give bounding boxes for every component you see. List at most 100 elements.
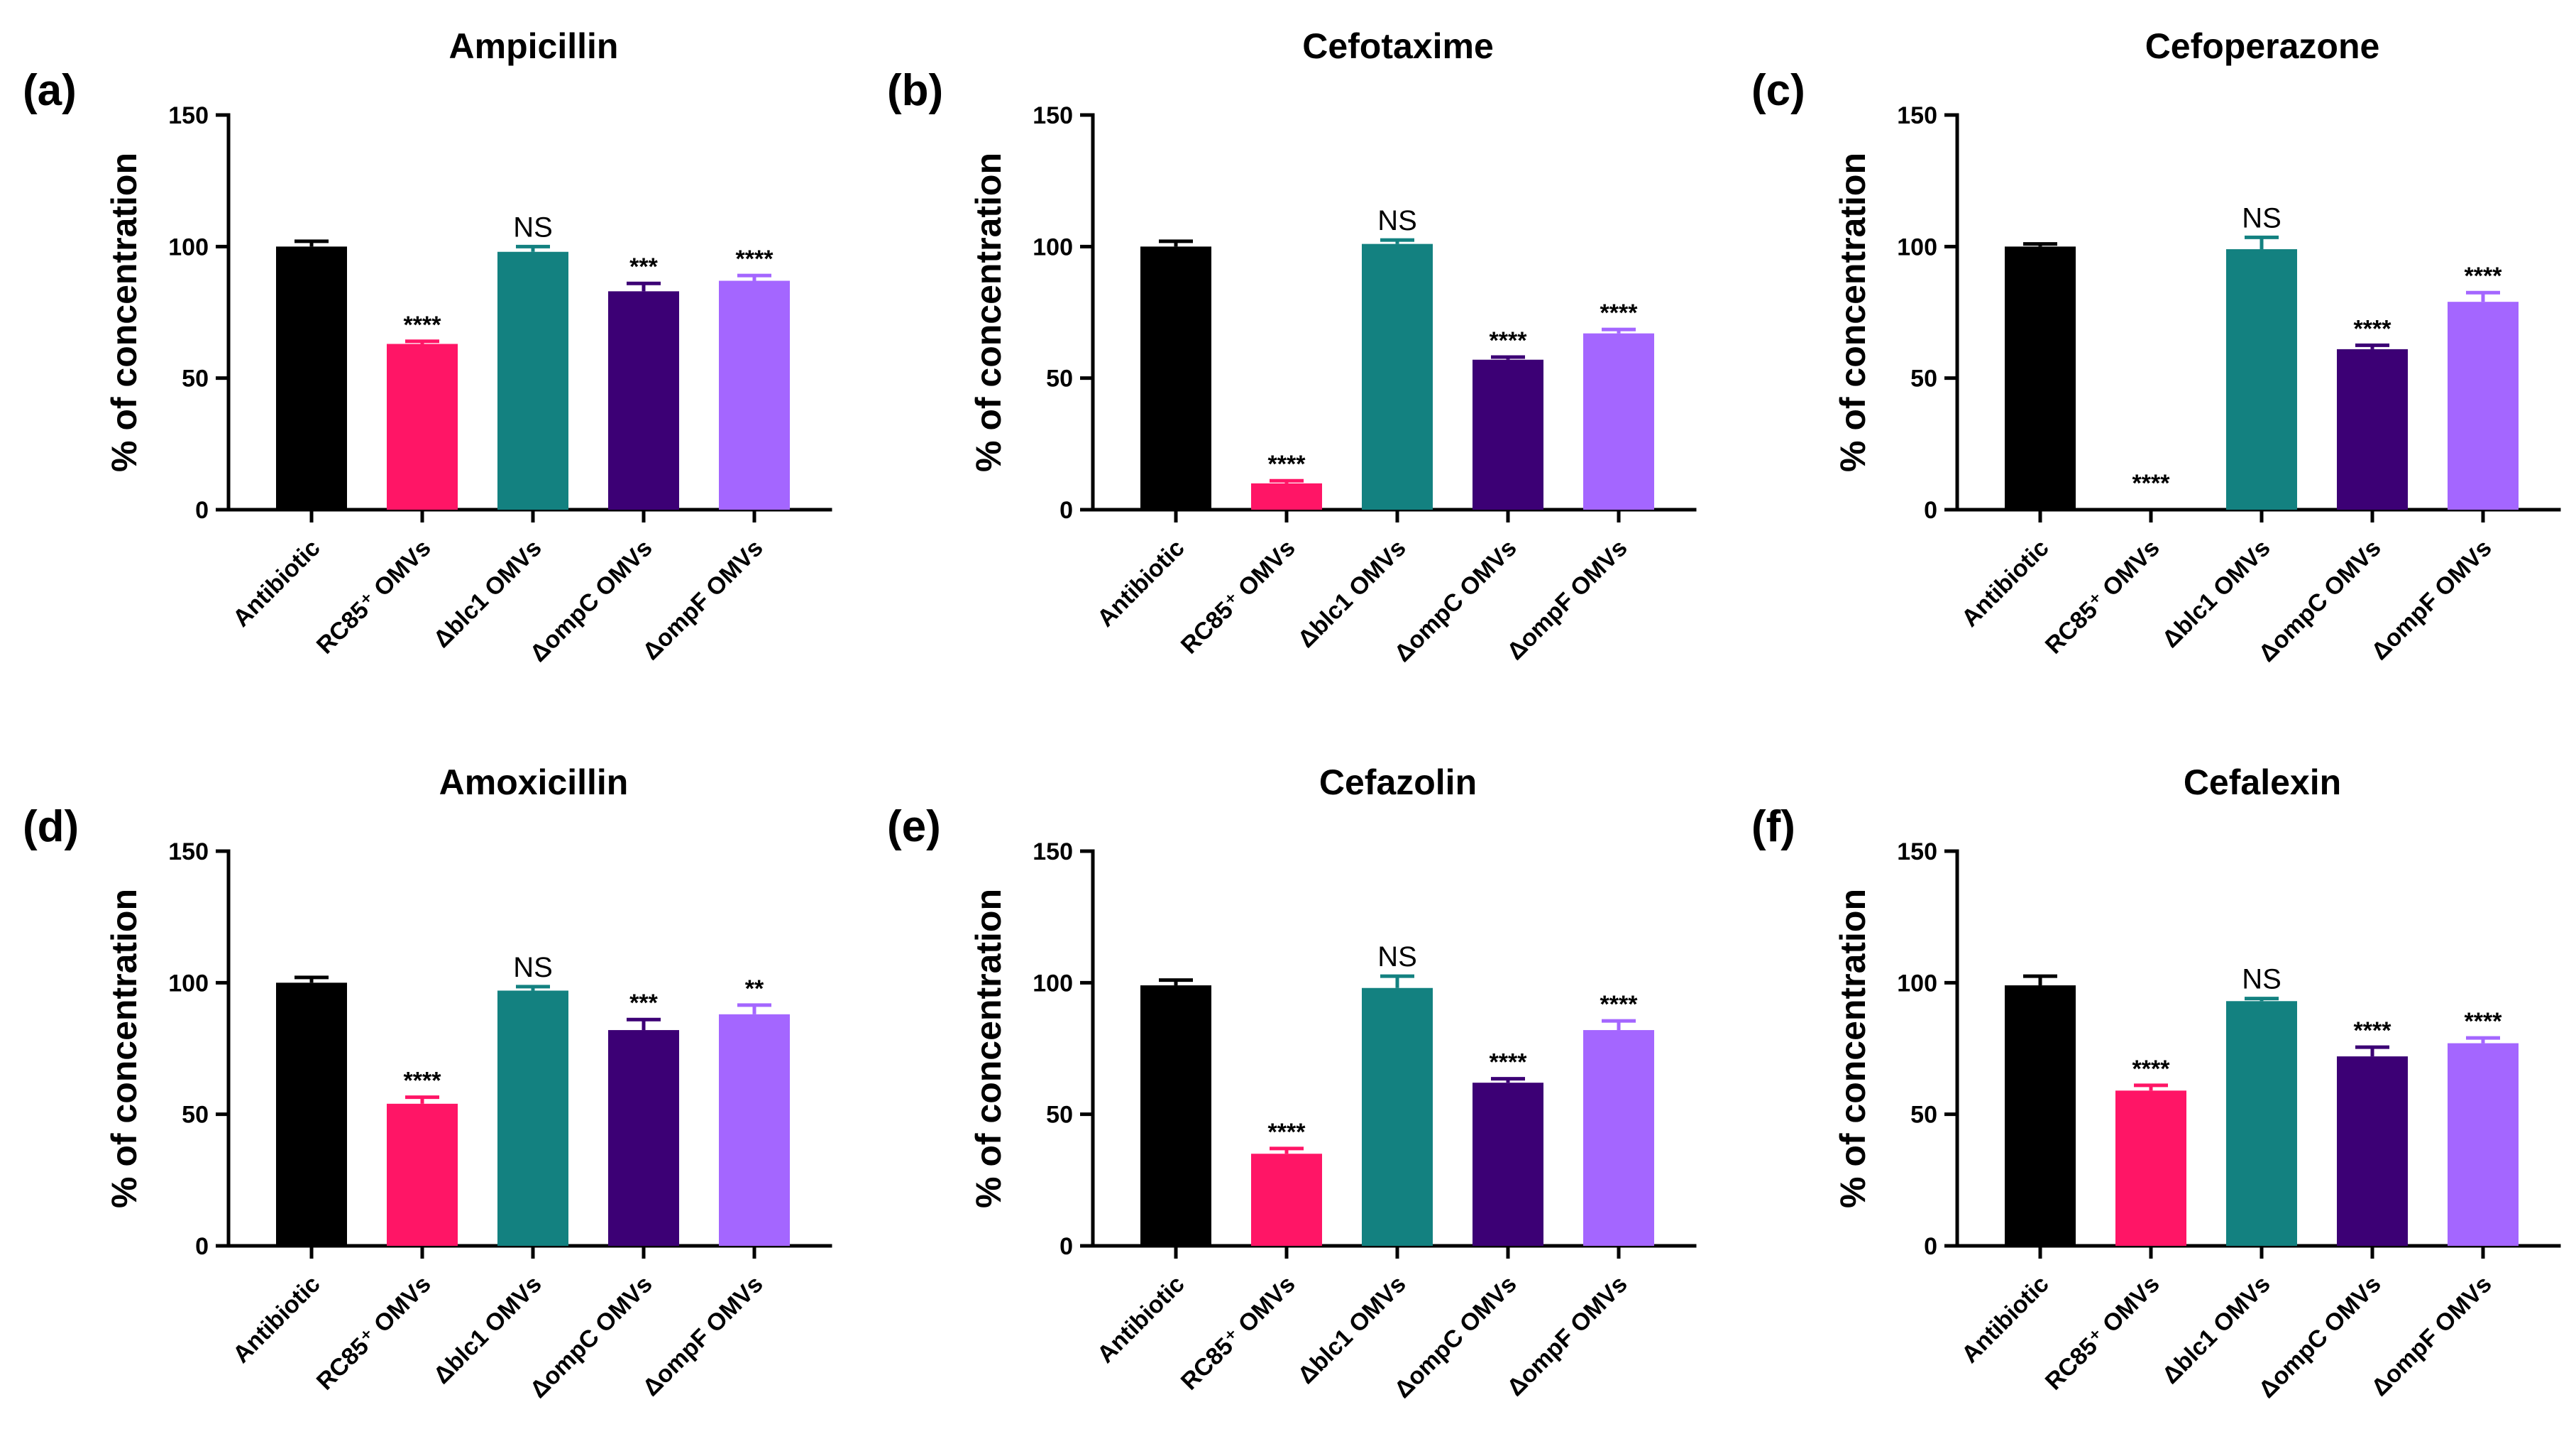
y-tick-label: 50 (1046, 366, 1073, 393)
x-tick-label: Antibiotic (228, 535, 326, 633)
bar (1473, 359, 1543, 510)
y-tick-label: 150 (168, 838, 209, 865)
x-tick-label: Δblc1 OMVs (429, 535, 547, 653)
significance-label: **** (2132, 1056, 2171, 1083)
bar (608, 291, 679, 510)
y-tick-label: 100 (1897, 234, 1937, 261)
bar (1251, 1154, 1322, 1246)
significance-label: NS (1377, 941, 1417, 973)
y-axis-label: % of concentration (1833, 889, 1873, 1208)
significance-label: **** (1490, 327, 1528, 354)
bar (1362, 243, 1433, 510)
panel-label: (e) (887, 802, 941, 851)
bar (1251, 483, 1322, 510)
bar (497, 990, 568, 1246)
chart-title: Amoxicillin (439, 762, 629, 802)
x-tick-label: RC85⁺ OMVs (312, 535, 436, 659)
chart-panel: (c) Cefoperazone % of concentration 0 50 100 1… (1751, 26, 2561, 667)
y-axis-label: % of concentration (969, 889, 1008, 1208)
panel-label: (c) (1751, 66, 1805, 115)
significance-label: NS (513, 212, 553, 243)
x-tick-label: RC85⁺ OMVs (1176, 535, 1301, 659)
chart-title: Cefoperazone (2145, 26, 2380, 66)
y-tick-label: 100 (1897, 970, 1937, 997)
significance-label: **** (2354, 1017, 2392, 1044)
significance-label: **** (1600, 300, 1639, 327)
x-tick-label: Δblc1 OMVs (2157, 535, 2276, 653)
bar (1583, 1030, 1654, 1246)
y-tick-label: 100 (168, 234, 209, 261)
x-tick-label: RC85⁺ OMVs (312, 1271, 436, 1396)
y-tick-label: 100 (1033, 970, 1073, 997)
x-tick-label: RC85⁺ OMVs (2040, 535, 2165, 659)
y-tick-label: 0 (195, 497, 209, 524)
x-tick-label: Δblc1 OMVs (1293, 535, 1411, 653)
bar (719, 280, 790, 510)
bar (2337, 1056, 2408, 1246)
significance-label: NS (2242, 202, 2281, 234)
bar (276, 982, 347, 1246)
bar (2005, 246, 2076, 510)
significance-label: **** (2465, 1008, 2503, 1035)
significance-label: NS (2242, 964, 2281, 995)
bar (1583, 333, 1654, 510)
y-tick-label: 0 (1059, 497, 1073, 524)
y-tick-label: 0 (1924, 1233, 1937, 1260)
bar (387, 344, 458, 510)
chart-panel: (d) Amoxicillin % of concentration 0 50 100 15… (23, 762, 832, 1403)
x-tick-label: Antibiotic (1092, 1271, 1190, 1369)
significance-label: **** (1268, 1119, 1306, 1146)
y-tick-label: 100 (168, 970, 209, 997)
significance-label: **** (404, 1068, 442, 1095)
significance-label: **** (2132, 470, 2171, 497)
panel-label: (b) (887, 66, 943, 115)
significance-label: **** (404, 312, 442, 339)
bar (2337, 349, 2408, 510)
x-tick-label: Antibiotic (1092, 535, 1190, 633)
bar (1140, 246, 1211, 510)
bar (1473, 1083, 1543, 1246)
y-tick-label: 150 (1897, 102, 1937, 129)
bar (1140, 985, 1211, 1246)
significance-label: **** (736, 246, 774, 273)
y-tick-label: 100 (1033, 234, 1073, 261)
bar (497, 251, 568, 510)
x-tick-label: ΔompF OMVs (2366, 1271, 2497, 1401)
x-tick-label: ΔompF OMVs (637, 535, 768, 665)
y-tick-label: 50 (182, 366, 209, 393)
panel-label: (f) (1751, 802, 1795, 851)
y-tick-label: 50 (1046, 1102, 1073, 1129)
chart-panel: (e) Cefazolin % of concentration 0 50 100 150 A… (887, 762, 1697, 1403)
x-tick-label: RC85⁺ OMVs (2040, 1271, 2165, 1396)
bar (2448, 1043, 2519, 1246)
chart-panel: (a) Ampicillin % of concentration 0 50 100 150… (23, 26, 832, 667)
chart-title: Cefalexin (2184, 762, 2341, 802)
significance-label: **** (1490, 1049, 1528, 1076)
chart-panel: (b) Cefotaxime % of concentration 0 50 100 150… (887, 26, 1697, 667)
x-tick-label: Δblc1 OMVs (429, 1271, 547, 1389)
bar (719, 1014, 790, 1246)
bar (276, 246, 347, 510)
x-tick-label: ΔompF OMVs (2366, 535, 2497, 665)
x-tick-label: Δblc1 OMVs (1293, 1271, 1411, 1389)
y-tick-label: 0 (1059, 1233, 1073, 1260)
x-tick-label: Antibiotic (1956, 1271, 2054, 1369)
panel-label: (a) (23, 66, 77, 115)
x-tick-label: ΔompF OMVs (1502, 1271, 1632, 1401)
bar (387, 1103, 458, 1246)
x-tick-label: RC85⁺ OMVs (1176, 1271, 1301, 1396)
y-axis-label: % of concentration (969, 153, 1008, 472)
chart-title: Cefotaxime (1302, 26, 1494, 66)
x-tick-label: ΔompF OMVs (1502, 535, 1632, 665)
chart-title: Ampicillin (449, 26, 619, 66)
significance-label: **** (1268, 451, 1306, 478)
y-axis-label: % of concentration (104, 153, 144, 472)
panel-label: (d) (23, 802, 79, 851)
chart-panel: (f) Cefalexin % of concentration 0 50 100 150 A… (1751, 762, 2561, 1403)
bar (2448, 302, 2519, 510)
significance-label: NS (513, 952, 553, 983)
x-tick-label: ΔompF OMVs (637, 1271, 768, 1401)
significance-label: *** (629, 990, 658, 1017)
y-axis-label: % of concentration (1833, 153, 1873, 472)
y-tick-label: 50 (1910, 366, 1937, 393)
